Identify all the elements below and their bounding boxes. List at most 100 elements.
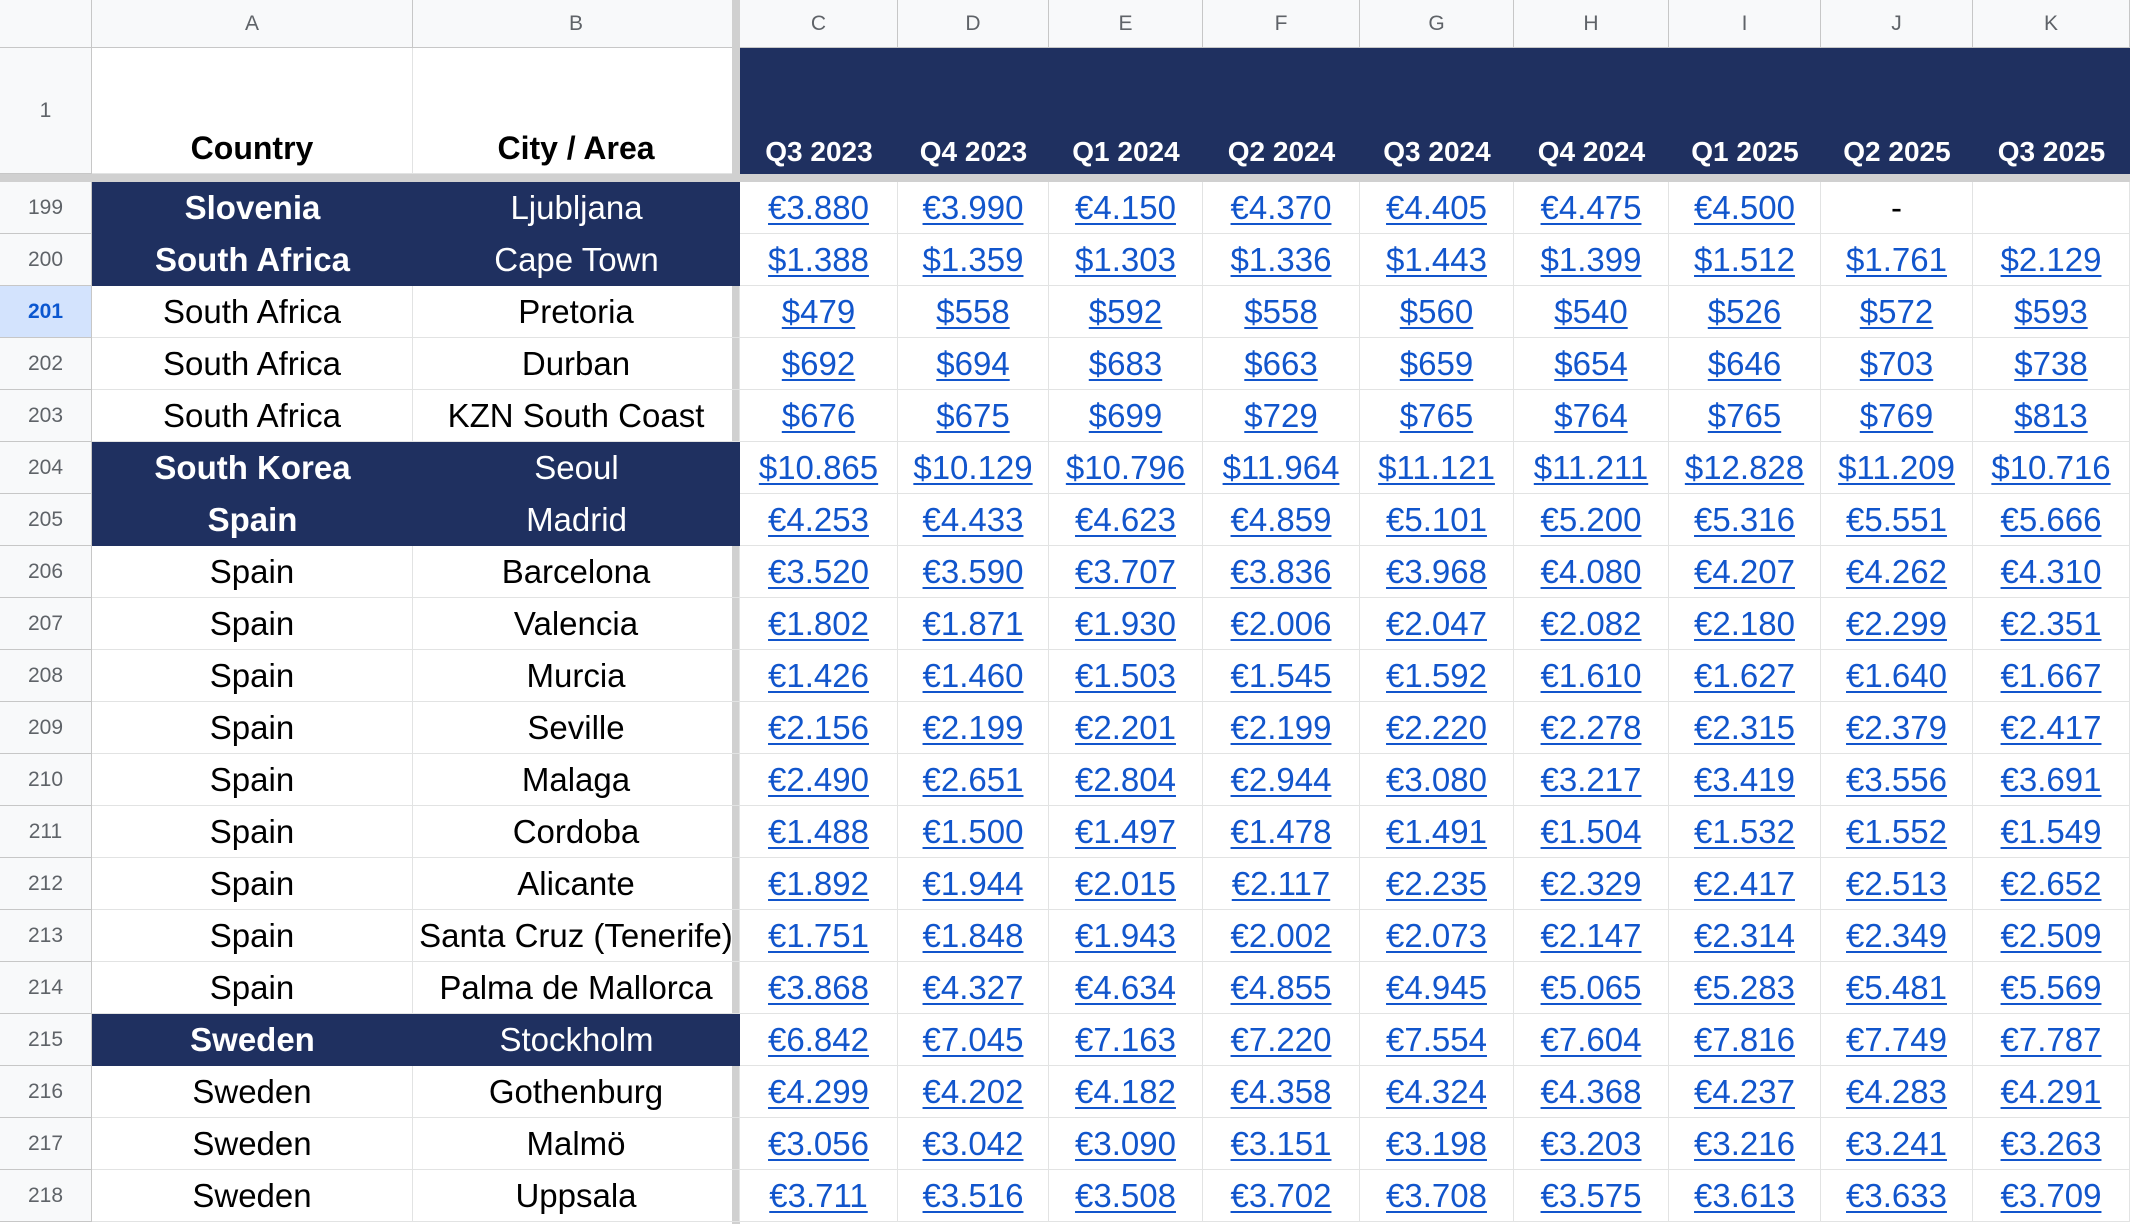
price-cell[interactable]: €4.299: [740, 1066, 898, 1118]
price-cell[interactable]: $2.129: [1973, 234, 2130, 286]
price-cell[interactable]: $1.359: [898, 234, 1049, 286]
price-cell[interactable]: €5.569: [1973, 962, 2130, 1014]
city-cell[interactable]: Malaga: [413, 754, 740, 806]
price-cell[interactable]: €4.262: [1821, 546, 1973, 598]
price-cell[interactable]: €4.405: [1360, 182, 1514, 234]
price-cell[interactable]: $558: [898, 286, 1049, 338]
price-cell[interactable]: €3.880: [740, 182, 898, 234]
price-cell[interactable]: €4.283: [1821, 1066, 1973, 1118]
price-cell[interactable]: €2.199: [1203, 702, 1360, 754]
price-cell[interactable]: €4.202: [898, 1066, 1049, 1118]
price-cell[interactable]: €1.478: [1203, 806, 1360, 858]
price-cell[interactable]: $526: [1669, 286, 1821, 338]
country-cell[interactable]: Sweden: [92, 1014, 413, 1066]
price-cell[interactable]: €5.065: [1514, 962, 1669, 1014]
price-cell[interactable]: €2.417: [1669, 858, 1821, 910]
row-header[interactable]: 218: [0, 1170, 92, 1222]
price-cell[interactable]: €3.613: [1669, 1170, 1821, 1222]
price-cell[interactable]: €3.217: [1514, 754, 1669, 806]
price-cell[interactable]: €3.709: [1973, 1170, 2130, 1222]
header-quarter[interactable]: Q3 2023: [740, 48, 898, 174]
price-cell[interactable]: €2.015: [1049, 858, 1203, 910]
row-header[interactable]: 205: [0, 494, 92, 546]
price-cell[interactable]: €1.751: [740, 910, 898, 962]
price-cell[interactable]: $683: [1049, 338, 1203, 390]
price-cell[interactable]: €5.551: [1821, 494, 1973, 546]
price-cell[interactable]: $1.303: [1049, 234, 1203, 286]
price-cell[interactable]: €3.508: [1049, 1170, 1203, 1222]
price-cell[interactable]: €1.640: [1821, 650, 1973, 702]
price-cell[interactable]: $703: [1821, 338, 1973, 390]
price-cell[interactable]: €1.503: [1049, 650, 1203, 702]
price-cell[interactable]: $1.336: [1203, 234, 1360, 286]
price-cell[interactable]: $558: [1203, 286, 1360, 338]
price-cell[interactable]: €2.156: [740, 702, 898, 754]
price-cell[interactable]: €2.201: [1049, 702, 1203, 754]
price-cell[interactable]: €4.182: [1049, 1066, 1203, 1118]
price-cell[interactable]: €1.488: [740, 806, 898, 858]
country-cell[interactable]: Spain: [92, 858, 413, 910]
price-cell[interactable]: €3.520: [740, 546, 898, 598]
column-header-k[interactable]: K: [1973, 0, 2130, 48]
price-cell[interactable]: €3.633: [1821, 1170, 1973, 1222]
price-cell[interactable]: €4.433: [898, 494, 1049, 546]
row-header[interactable]: 211: [0, 806, 92, 858]
column-header-j[interactable]: J: [1821, 0, 1973, 48]
price-cell[interactable]: €2.804: [1049, 754, 1203, 806]
price-cell[interactable]: $676: [740, 390, 898, 442]
price-cell[interactable]: €3.707: [1049, 546, 1203, 598]
price-cell[interactable]: $540: [1514, 286, 1669, 338]
price-cell[interactable]: €2.509: [1973, 910, 2130, 962]
row-header[interactable]: 210: [0, 754, 92, 806]
price-cell[interactable]: €3.590: [898, 546, 1049, 598]
country-cell[interactable]: Spain: [92, 702, 413, 754]
price-cell[interactable]: $10.865: [740, 442, 898, 494]
city-cell[interactable]: Ljubljana: [413, 182, 740, 234]
header-quarter[interactable]: Q2 2025: [1821, 48, 1973, 174]
price-cell[interactable]: $646: [1669, 338, 1821, 390]
price-cell[interactable]: €1.500: [898, 806, 1049, 858]
price-cell[interactable]: €3.056: [740, 1118, 898, 1170]
city-cell[interactable]: Murcia: [413, 650, 740, 702]
price-cell[interactable]: €7.604: [1514, 1014, 1669, 1066]
price-cell[interactable]: $765: [1360, 390, 1514, 442]
price-cell[interactable]: $729: [1203, 390, 1360, 442]
price-cell[interactable]: €3.419: [1669, 754, 1821, 806]
price-cell[interactable]: €2.220: [1360, 702, 1514, 754]
price-cell[interactable]: €5.283: [1669, 962, 1821, 1014]
price-cell[interactable]: €3.151: [1203, 1118, 1360, 1170]
country-cell[interactable]: Slovenia: [92, 182, 413, 234]
frozen-row-divider[interactable]: [0, 174, 2130, 182]
price-cell[interactable]: €4.859: [1203, 494, 1360, 546]
price-cell[interactable]: $593: [1973, 286, 2130, 338]
city-cell[interactable]: Santa Cruz (Tenerife): [413, 910, 740, 962]
city-cell[interactable]: KZN South Coast: [413, 390, 740, 442]
price-cell[interactable]: $1.761: [1821, 234, 1973, 286]
city-cell[interactable]: Valencia: [413, 598, 740, 650]
price-cell[interactable]: €7.554: [1360, 1014, 1514, 1066]
price-cell[interactable]: €1.491: [1360, 806, 1514, 858]
price-cell[interactable]: €3.080: [1360, 754, 1514, 806]
city-cell[interactable]: Barcelona: [413, 546, 740, 598]
row-header[interactable]: 207: [0, 598, 92, 650]
price-cell[interactable]: €4.207: [1669, 546, 1821, 598]
price-cell[interactable]: $10.129: [898, 442, 1049, 494]
price-cell[interactable]: €1.892: [740, 858, 898, 910]
price-cell[interactable]: €2.513: [1821, 858, 1973, 910]
city-cell[interactable]: Malmö: [413, 1118, 740, 1170]
price-cell[interactable]: €4.855: [1203, 962, 1360, 1014]
price-cell[interactable]: $764: [1514, 390, 1669, 442]
price-cell[interactable]: €2.047: [1360, 598, 1514, 650]
price-cell[interactable]: €3.868: [740, 962, 898, 1014]
price-cell[interactable]: $479: [740, 286, 898, 338]
city-cell[interactable]: Seville: [413, 702, 740, 754]
price-cell[interactable]: $12.828: [1669, 442, 1821, 494]
price-cell[interactable]: €3.203: [1514, 1118, 1669, 1170]
price-cell[interactable]: €2.002: [1203, 910, 1360, 962]
price-cell[interactable]: €2.490: [740, 754, 898, 806]
price-cell[interactable]: $1.443: [1360, 234, 1514, 286]
city-cell[interactable]: Cordoba: [413, 806, 740, 858]
price-cell[interactable]: €2.315: [1669, 702, 1821, 754]
row-header[interactable]: 214: [0, 962, 92, 1014]
country-cell[interactable]: Spain: [92, 910, 413, 962]
